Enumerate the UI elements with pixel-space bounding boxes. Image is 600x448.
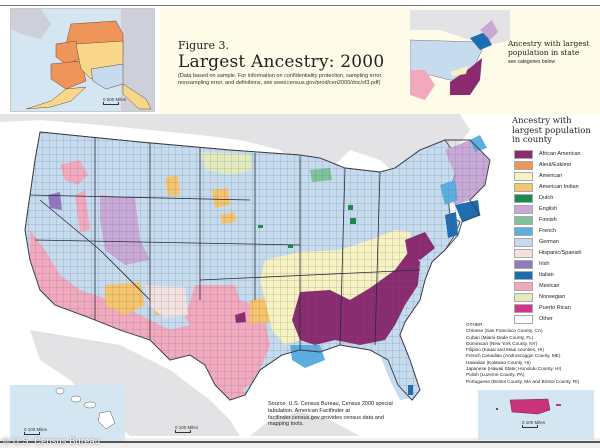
scale-zero: 0 [103,97,106,102]
legend-label: Italian [539,272,554,278]
scale-zero: 0 [24,427,27,432]
scale-bar [24,432,40,435]
legend-label: Aleut/Eskimo [539,162,572,168]
bottom-rule [0,441,600,443]
mainland-scale: 0 100 Miles [175,425,198,433]
legend-label: English [539,206,558,212]
scale-bar [103,102,119,105]
legend-label: Other [539,316,553,322]
legend-title: Ancestry with largest population in coun… [512,116,591,145]
scale-label: 100 Miles [27,427,48,432]
legend-label: African American [539,151,581,157]
scale-label: 500 Miles [106,97,127,102]
legend-label: Norwegian [539,294,566,300]
legend-label: Hispanic/Spanish [539,250,582,256]
other-item: Chinese (San Francisco County, CA) [466,328,543,334]
legend-label: Finnish [539,217,557,223]
legend-item: American [514,171,600,182]
legend-item: African American [514,149,600,160]
state-legend-title: Ancestry with largest population in stat… [508,39,590,57]
other-item: Dominican (New York County, NY) [466,340,538,346]
legend-swatch [514,259,533,269]
other-item: French Canadian (Androscoggin County, ME… [466,353,561,359]
legend-item: German [514,237,600,248]
legend-swatch [514,303,533,313]
legend-swatch [514,171,533,181]
other-item: Japanese (Hawaii State; Honolulu County,… [466,366,562,372]
legend-label: Irish [539,261,550,267]
scale-label: 100 Miles [525,420,546,425]
other-heading: OTHER: [466,322,484,327]
legend-item: Irish [514,259,600,270]
legend-item: Other [514,314,600,325]
other-item: Cuban (Miami-Dade County, FL) [466,334,534,340]
other-categories: OTHER: Chinese (San Francisco County, CA… [466,322,600,385]
alaska-scale: 0 500 Miles [103,97,126,105]
scale-zero: 0 [175,425,178,430]
legend-label: American [539,173,563,179]
legend-item: Puerto Rican [514,303,600,314]
other-item: Portuguese (Bristol County, MA and Brist… [466,378,580,384]
legend-label: American Indian [539,184,579,190]
legend-item: Italian [514,270,600,281]
legend-swatch [514,193,533,203]
other-item: Hawaiian (Kalawao County, HI) [466,359,531,365]
legend-swatch [514,204,533,214]
scale-bar [522,425,538,428]
figure-label: Figure 3. [178,39,230,52]
puerto-rico-inset: 0 100 Miles [478,390,594,440]
county-legend: Ancestry with largest population in coun… [508,116,600,325]
other-item: Filipino (Kauai and Maui counties, HI) [466,347,544,353]
legend-item: French [514,226,600,237]
legend-swatch [514,292,533,302]
image-credit: © U.S. Census Bureau [3,436,101,446]
legend-label: Mexican [539,283,560,289]
state-level-inset-map [410,10,510,100]
other-item: Polish (Luzerne County, PA) [466,372,525,378]
legend-items: African American Aleut/Eskimo American Amer… [508,149,600,325]
puerto-rico-scale: 0 100 Miles [522,420,545,428]
figure-title: Largest Ancestry: 2000 [178,52,385,72]
legend-item: Mexican [514,281,600,292]
legend-item: Finnish [514,215,600,226]
legend-swatch [514,182,533,192]
scale-zero: 0 [522,420,525,425]
legend-label: German [539,239,559,245]
legend-swatch [514,215,533,225]
legend-swatch [514,226,533,236]
legend-swatch [514,248,533,258]
legend-swatch [514,160,533,170]
legend-swatch [514,149,533,159]
header-panel [160,8,600,114]
legend-label: Dutch [539,195,554,201]
legend-label: Puerto Rican [539,305,571,311]
legend-item: Aleut/Eskimo [514,160,600,171]
alaska-inset: 0 500 Miles [10,8,155,112]
legend-swatch [514,270,533,280]
source-note: Source: U.S. Census Bureau, Census 2000 … [268,401,393,428]
figure-note: (Data based on sample. For information o… [178,73,383,86]
hawaii-inset: 0 100 Miles [10,385,125,442]
legend-item: Hispanic/Spanish [514,248,600,259]
other-list: Chinese (San Francisco County, CA) Cuban … [466,328,600,385]
legend-swatch [514,314,533,324]
legend-label: French [539,228,557,234]
hawaii-scale: 0 100 Miles [24,427,47,435]
scale-bar [175,430,191,433]
legend-swatch [514,237,533,247]
top-rule [0,0,600,6]
legend-item: English [514,204,600,215]
scale-label: 100 Miles [178,425,199,430]
legend-item: American Indian [514,182,600,193]
state-legend-subtitle: see categories below [508,59,555,65]
legend-item: Norwegian [514,292,600,303]
legend-item: Dutch [514,193,600,204]
legend-swatch [514,281,533,291]
